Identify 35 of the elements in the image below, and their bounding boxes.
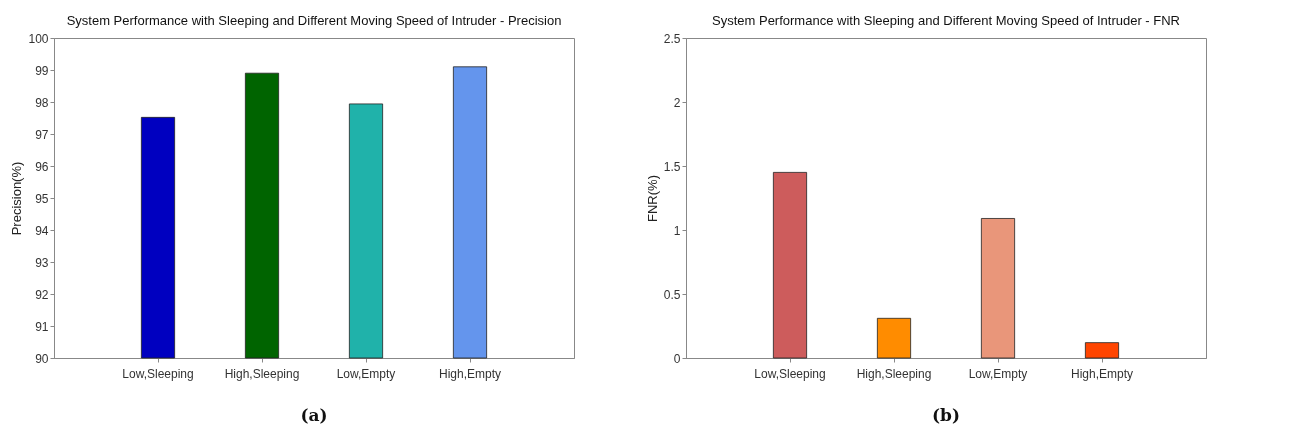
y-tick-label: 93 (35, 255, 49, 270)
x-tick-label: High,Empty (1070, 366, 1134, 381)
x-tick-label: High,Sleeping (856, 366, 932, 381)
x-tick-label: Low,Empty (336, 366, 396, 381)
chart-title: System Performance with Sleeping and Different Moving Speed of Intruder - FNR (712, 13, 1180, 28)
y-tick-label: 99 (35, 63, 49, 78)
y-tick-label: 96 (35, 159, 49, 174)
x-tick-label: Low,Sleeping (122, 366, 194, 381)
y-tick-label: 100 (28, 31, 49, 46)
text: (b) (932, 405, 960, 425)
x-tick-label: Low,Empty (968, 366, 1028, 381)
bar (1084, 342, 1120, 359)
y-tick-label: 90 (35, 351, 49, 366)
x-tick-label: High,Empty (438, 366, 502, 381)
y-axis-title: Precision(%) (9, 161, 25, 236)
y-tick-label: 2.5 (663, 31, 681, 46)
y-tick-label: 92 (35, 287, 49, 302)
y-tick-label: 0.5 (663, 287, 681, 302)
x-tick-label: High,Sleeping (224, 366, 300, 381)
y-tick-label: 0 (673, 351, 681, 366)
y-axis-title: FNR(%) (644, 175, 660, 222)
y-tick-label: 1 (673, 223, 681, 238)
bar (772, 172, 808, 359)
x-tick-label: Low,Sleeping (754, 366, 826, 381)
bar (876, 317, 912, 359)
y-tick-label: 1.5 (663, 159, 681, 174)
y-tick-label: 98 (35, 95, 49, 110)
bar (980, 218, 1016, 359)
chart-title: System Performance with Sleeping and Different Moving Speed of Intruder - Precision (66, 13, 562, 28)
y-tick-label: 94 (35, 223, 49, 238)
y-tick-label: 95 (35, 191, 49, 206)
y-tick-label: 91 (35, 319, 49, 334)
y-tick-label: 2 (673, 95, 681, 110)
text: (a) (300, 405, 328, 425)
y-tick-label: 97 (35, 127, 49, 142)
